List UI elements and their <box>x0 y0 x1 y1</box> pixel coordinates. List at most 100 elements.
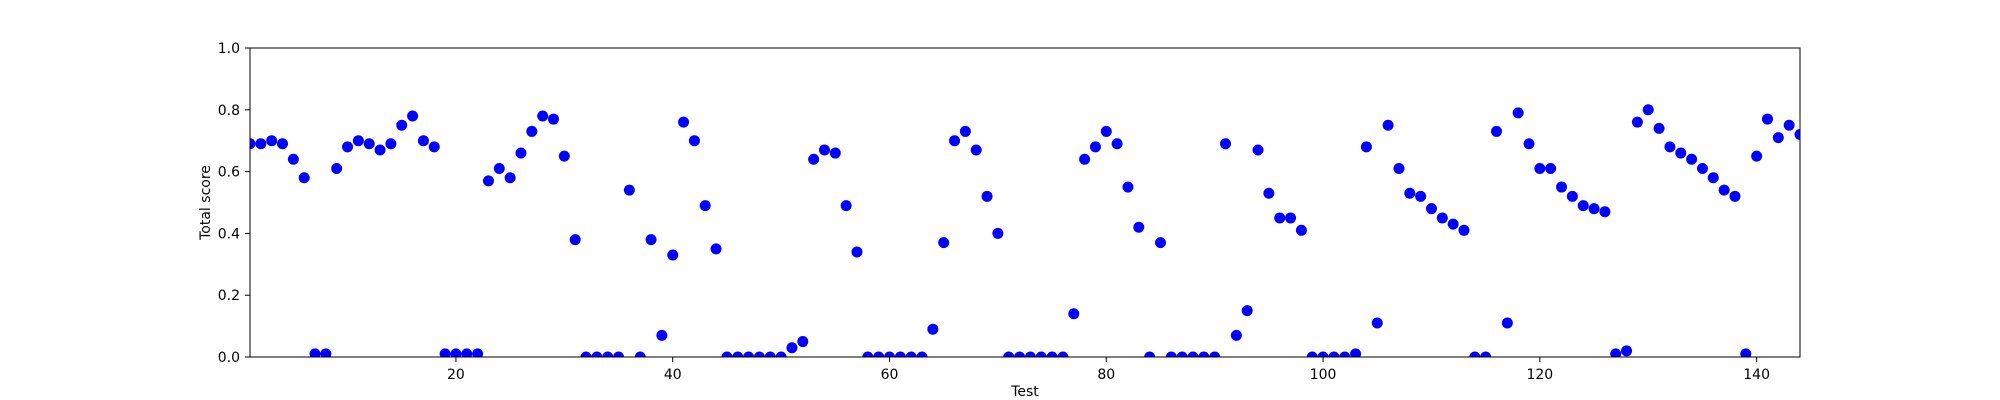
data-point <box>1111 138 1123 150</box>
data-point <box>1545 163 1557 175</box>
data-point <box>1686 153 1698 165</box>
data-point <box>1089 141 1101 153</box>
data-point <box>1252 144 1264 156</box>
data-point <box>1621 345 1633 357</box>
x-tick-label: 140 <box>1743 367 1770 383</box>
data-point <box>515 147 527 159</box>
data-point <box>1263 187 1275 199</box>
data-point <box>342 141 354 153</box>
data-point <box>396 119 408 131</box>
data-point <box>482 175 494 187</box>
x-tick-label: 20 <box>447 367 465 383</box>
data-point <box>1761 113 1773 125</box>
data-point <box>320 348 332 357</box>
data-point <box>1772 132 1784 144</box>
data-point <box>450 348 462 357</box>
y-tick-label: 0.2 <box>218 288 240 304</box>
data-point <box>1046 351 1058 357</box>
data-point <box>1165 351 1177 357</box>
data-point <box>558 150 570 162</box>
data-point <box>927 323 939 335</box>
data-point <box>851 246 863 258</box>
data-point <box>255 138 267 150</box>
data-point <box>569 234 581 246</box>
data-point <box>829 147 841 159</box>
data-point <box>1014 351 1026 357</box>
data-point <box>1588 203 1600 215</box>
data-point <box>1198 351 1210 357</box>
data-point <box>1241 305 1253 317</box>
data-point <box>1122 181 1134 193</box>
data-point <box>808 153 820 165</box>
data-point <box>1436 212 1448 224</box>
data-point <box>1501 317 1513 329</box>
data-point <box>623 184 635 196</box>
data-point <box>753 351 765 357</box>
data-point <box>1447 218 1459 230</box>
x-axis-label: Test <box>1010 384 1039 400</box>
data-point <box>1642 104 1654 116</box>
data-point <box>710 243 722 255</box>
data-point <box>1523 138 1535 150</box>
data-point <box>309 348 321 357</box>
data-point <box>1566 190 1578 202</box>
x-tick-label: 120 <box>1526 367 1553 383</box>
data-point <box>1696 163 1708 175</box>
data-point <box>678 116 690 128</box>
data-point <box>938 237 950 249</box>
data-point <box>1209 351 1221 357</box>
data-point <box>1751 150 1763 162</box>
data-point <box>1491 125 1502 137</box>
data-point <box>1024 351 1036 357</box>
data-point <box>352 135 364 147</box>
data-point <box>1176 351 1188 357</box>
data-point <box>732 351 744 357</box>
data-point <box>1035 351 1047 357</box>
data-point <box>548 113 559 125</box>
data-point <box>287 153 299 165</box>
data-point <box>721 351 733 357</box>
x-tick-label: 80 <box>1097 367 1115 383</box>
data-point <box>385 138 397 150</box>
data-point <box>1404 187 1416 199</box>
plot-area-frame <box>249 47 1801 358</box>
data-point <box>504 172 516 184</box>
data-point <box>1133 221 1145 233</box>
data-point <box>1079 153 1091 165</box>
data-point <box>656 329 668 341</box>
data-point <box>1274 212 1286 224</box>
data-point <box>1556 181 1568 193</box>
data-point <box>959 125 971 137</box>
data-point <box>613 351 625 357</box>
y-axis-label: Total score <box>198 165 214 241</box>
x-axis: 20 40 60 80 100 120 140 <box>447 357 1770 383</box>
data-point <box>1425 203 1437 215</box>
data-point <box>1220 138 1232 150</box>
y-tick-label: 0.4 <box>218 226 240 242</box>
data-point <box>298 172 310 184</box>
data-point <box>1631 116 1643 128</box>
data-point <box>634 351 646 357</box>
data-point <box>688 135 700 147</box>
data-point <box>992 227 1004 239</box>
data-point <box>1794 129 1800 141</box>
data-point <box>1328 351 1340 357</box>
data-point <box>493 163 505 175</box>
data-point <box>1675 147 1687 159</box>
data-point <box>1480 351 1492 357</box>
data-point <box>1664 141 1676 153</box>
data-point <box>1068 308 1080 320</box>
plot-area-background <box>250 48 1800 357</box>
data-point <box>428 141 440 153</box>
data-point <box>407 110 419 122</box>
data-point <box>1317 351 1329 357</box>
data-point <box>472 348 484 357</box>
data-point <box>250 138 256 150</box>
data-point <box>526 125 538 137</box>
data-point <box>775 351 787 357</box>
data-point <box>1577 200 1589 212</box>
data-point <box>699 200 711 212</box>
data-point <box>461 348 473 357</box>
data-point <box>1469 351 1481 357</box>
data-point <box>277 138 289 150</box>
